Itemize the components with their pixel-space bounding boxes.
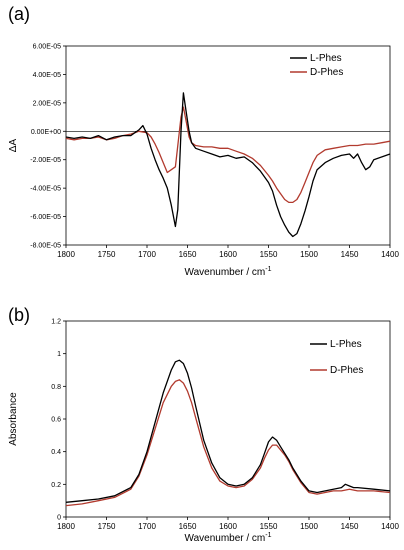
- x-tick-label: 1600: [219, 522, 237, 531]
- y-tick-label: -8.00E-05: [30, 243, 61, 250]
- legend-label-l-phes: L-Phes: [310, 53, 342, 64]
- y-tick-label: 6.00E-05: [33, 44, 62, 51]
- x-axis-label: Wavenumber / cm-1: [185, 532, 272, 544]
- y-tick-label: 2.00E-05: [33, 100, 62, 107]
- series-line-d-phes: [65, 106, 391, 204]
- y-axis-label: ΔA: [8, 139, 19, 153]
- chart-panel-a: 6.00E-05 4.00E-05 2.00E-05 0.00E+00 -2.00E-0…: [8, 44, 399, 279]
- y-tick-label: 0: [57, 515, 61, 522]
- y-tick-label: -6.00E-05: [30, 214, 61, 221]
- x-tick-label: 1800: [57, 250, 75, 259]
- series-line-d-phes: [65, 379, 391, 507]
- x-tick-label: 1500: [300, 522, 318, 531]
- y-tick-label: 0.4: [51, 449, 61, 456]
- x-tick-label: 1750: [98, 250, 116, 259]
- x-tick-label: 1500: [300, 250, 318, 259]
- x-tick-label: 1700: [138, 250, 156, 259]
- x-tick-label: 1650: [179, 522, 197, 531]
- x-tick-label: 1800: [57, 522, 75, 531]
- y-tick-label: 1.2: [51, 319, 61, 326]
- x-tick-label: 1550: [260, 522, 278, 531]
- y-tick-label: 0.2: [51, 482, 61, 489]
- panel-label-a: (a): [8, 4, 30, 24]
- panel-label-b: (b): [8, 305, 30, 325]
- x-tick-label: 1700: [138, 522, 156, 531]
- legend-label-d-phes: D-Phes: [310, 67, 343, 78]
- y-tick-label: 4.00E-05: [33, 72, 62, 79]
- x-tick-label: 1450: [341, 250, 359, 259]
- legend-label-d-phes: D-Phes: [330, 365, 363, 376]
- x-tick-label: 1400: [381, 250, 399, 259]
- y-tick-label: -2.00E-05: [30, 157, 61, 164]
- y-tick-label: 0.00E+00: [31, 129, 61, 136]
- y-axis-label: Absorbance: [8, 392, 19, 446]
- y-tick-label: 0.6: [51, 417, 61, 424]
- x-tick-label: 1550: [260, 250, 278, 259]
- y-tick-label: -4.00E-05: [30, 186, 61, 193]
- x-tick-label: 1400: [381, 522, 399, 531]
- y-tick-label: 0.8: [51, 384, 61, 391]
- x-tick-label: 1450: [341, 522, 359, 531]
- legend-label-l-phes: L-Phes: [330, 339, 362, 350]
- x-tick-label: 1750: [98, 522, 116, 531]
- series-line-l-phes: [65, 92, 391, 238]
- y-tick-label: 1: [57, 351, 61, 358]
- x-tick-label: 1600: [219, 250, 237, 259]
- series-line-l-phes: [65, 359, 391, 503]
- x-axis-label: Wavenumber / cm-1: [185, 266, 272, 278]
- x-tick-label: 1650: [179, 250, 197, 259]
